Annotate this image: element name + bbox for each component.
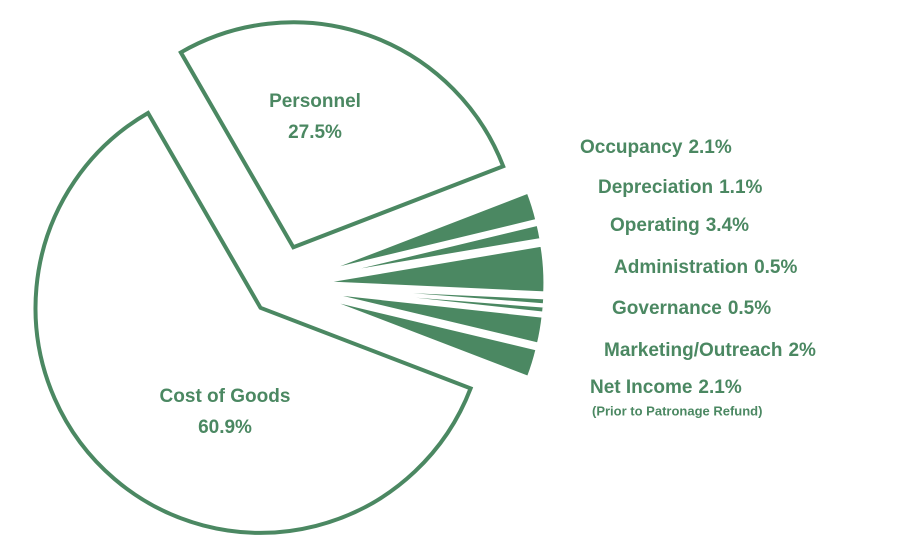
slice-value: 2% <box>788 340 816 361</box>
pie-slice <box>33 110 474 535</box>
annotation: (Prior to Patronage Refund) <box>592 403 762 418</box>
slice-label: Cost of Goods <box>160 386 291 407</box>
slice-value: 27.5% <box>288 122 342 143</box>
slice-name: Administration <box>614 257 748 278</box>
slice-label: Occupancy 2.1% <box>580 137 732 158</box>
slice-value: 0.5% <box>754 257 797 278</box>
slice-name: Depreciation <box>598 177 713 198</box>
pie-slice <box>317 295 539 380</box>
slice-value: 60.9% <box>198 417 252 438</box>
pie-slice <box>319 243 547 295</box>
slice-label: Net Income 2.1% <box>590 377 742 398</box>
slice-label: Governance 0.5% <box>612 298 771 319</box>
slice-label: Operating 3.4% <box>610 215 749 236</box>
pie-slice <box>319 290 545 346</box>
slice-name: Marketing/Outreach <box>604 340 782 361</box>
slice-name: Governance <box>612 298 722 319</box>
slice-value: 3.4% <box>706 215 749 236</box>
slice-name: Operating <box>610 215 700 236</box>
slice-value: 0.5% <box>728 298 771 319</box>
slice-name: Occupancy <box>580 137 683 158</box>
slice-label: Personnel <box>269 91 361 112</box>
slice-value: 2.1% <box>698 377 741 398</box>
slice-label: Depreciation 1.1% <box>598 177 763 198</box>
pie-slice <box>178 20 506 250</box>
slice-label: Administration 0.5% <box>614 257 797 278</box>
pie-slice <box>318 222 543 279</box>
slice-label: Marketing/Outreach 2% <box>604 340 816 361</box>
pie-slice <box>317 190 539 275</box>
pie-slice <box>319 287 546 315</box>
slice-name: Net Income <box>590 377 692 398</box>
slice-value: 1.1% <box>719 177 762 198</box>
slice-value: 2.1% <box>688 137 731 158</box>
